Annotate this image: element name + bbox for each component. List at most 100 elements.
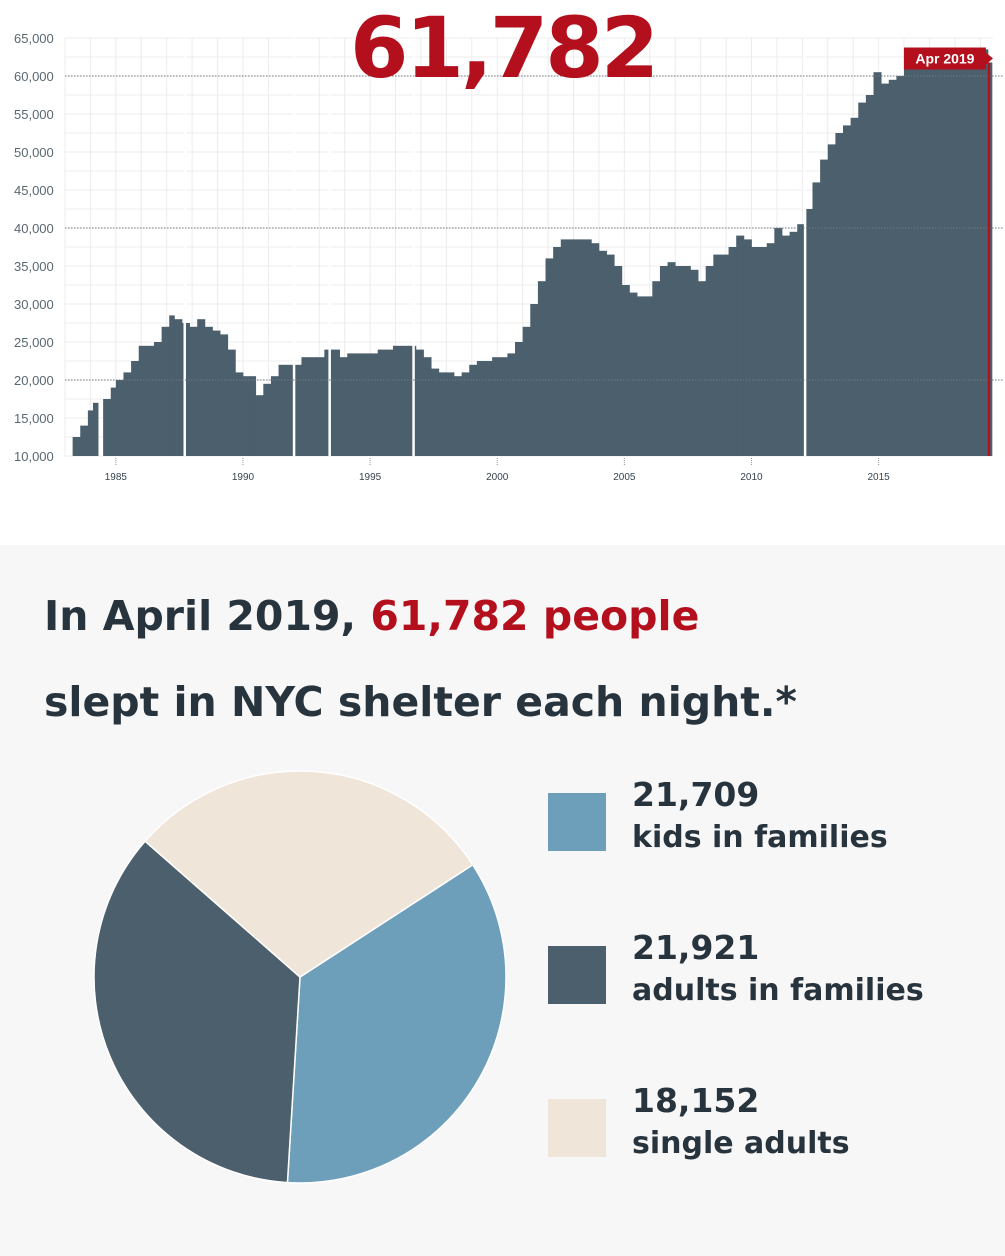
area-step	[499, 357, 508, 456]
area-step	[659, 266, 668, 456]
area-step	[220, 334, 229, 456]
area-step	[431, 368, 440, 456]
legend-value-kids: 21,709	[632, 775, 760, 814]
data-gap	[183, 38, 186, 456]
legend-value-adults-families: 21,921	[632, 928, 760, 967]
area-step	[408, 345, 417, 456]
area-step	[614, 266, 623, 456]
x-tick-label: 1985	[105, 472, 128, 483]
area-step	[820, 159, 829, 456]
area-step	[469, 364, 478, 456]
area-step	[606, 254, 615, 456]
area-step	[131, 361, 140, 456]
area-step	[270, 376, 279, 456]
area-step	[385, 349, 394, 456]
area-step	[896, 76, 905, 456]
area-step	[545, 258, 554, 456]
bottom-panel: In April 2019, 61,782 people slept in NYC…	[0, 545, 1005, 1256]
area-step	[728, 247, 737, 456]
area-step	[873, 72, 882, 456]
area-step	[339, 357, 348, 456]
big-number-title: 61,782	[350, 0, 659, 97]
legend-label-single-adults: single adults	[632, 1126, 850, 1161]
area-step	[682, 266, 691, 456]
area-step	[667, 262, 676, 456]
area-step	[146, 345, 155, 456]
pie-chart	[93, 770, 507, 1184]
x-tick-label: 2015	[867, 472, 890, 483]
y-tick-label: 50,000	[14, 145, 54, 160]
area-step	[316, 357, 325, 456]
area-step	[347, 353, 356, 456]
area-step	[123, 372, 132, 456]
area-step	[138, 345, 147, 456]
area-layer	[72, 38, 993, 457]
area-step	[926, 60, 935, 457]
area-step	[537, 281, 546, 456]
area-step	[675, 266, 684, 456]
area-step	[174, 319, 183, 456]
area-step	[911, 68, 920, 457]
area-step	[255, 395, 264, 456]
annotation-box	[903, 47, 986, 70]
x-tick-label: 1990	[232, 472, 255, 483]
legend-swatch-kids	[548, 793, 606, 851]
area-step	[212, 330, 221, 456]
area-step	[103, 399, 112, 456]
data-gap	[328, 38, 331, 456]
area-step	[278, 364, 287, 456]
area-step	[980, 49, 989, 457]
area-step	[400, 345, 409, 456]
area-step	[392, 345, 402, 456]
area-step	[354, 353, 363, 456]
area-step	[560, 239, 569, 456]
y-tick-label: 60,000	[14, 69, 54, 84]
area-step	[576, 239, 585, 456]
area-step	[797, 224, 806, 456]
y-tick-label: 15,000	[14, 411, 54, 426]
area-step	[87, 410, 94, 456]
area-step	[919, 68, 928, 457]
area-step	[453, 376, 463, 456]
area-step	[637, 296, 646, 456]
y-tick-label: 25,000	[14, 335, 54, 350]
area-step	[461, 372, 470, 456]
area-step	[197, 319, 206, 456]
area-step	[865, 95, 874, 456]
pie-slice-kids	[286, 863, 507, 1184]
area-step	[591, 243, 600, 456]
legend-swatch-adults-families	[548, 946, 606, 1004]
area-step	[331, 349, 340, 456]
area-step	[781, 235, 791, 456]
area-step	[629, 292, 638, 456]
y-tick-label: 65,000	[14, 31, 54, 46]
x-tick-label: 2000	[486, 472, 509, 483]
headline-part2: slept in NYC shelter each night.*	[44, 678, 797, 726]
area-step	[736, 235, 745, 456]
area-step	[438, 372, 447, 456]
area-step	[476, 361, 485, 456]
area-step	[293, 364, 302, 456]
area-step	[949, 53, 958, 456]
y-tick-label: 35,000	[14, 259, 54, 274]
area-step	[598, 250, 607, 456]
data-gap	[412, 38, 415, 456]
legend-label-adults-families: adults in families	[632, 973, 924, 1008]
area-step	[690, 269, 699, 456]
axis-layer: 10,000 15,000 20,000 25,000 30,000 35,000 40,0…	[14, 31, 890, 483]
area-step	[72, 437, 81, 456]
area-step	[705, 266, 714, 456]
area-step	[227, 349, 236, 456]
pie-slice-adults-families	[93, 840, 301, 1184]
area-step	[972, 49, 981, 457]
area-step	[242, 376, 251, 456]
area-step	[235, 372, 244, 456]
pie-slice-single-adults	[144, 770, 474, 978]
legend-label-kids: kids in families	[632, 820, 888, 855]
y-tick-label: 10,000	[14, 449, 54, 464]
y-tick-label: 30,000	[14, 297, 54, 312]
area-step	[80, 425, 89, 456]
headline-highlight: 61,782 people	[370, 592, 700, 640]
area-step	[301, 357, 310, 456]
area-step	[652, 281, 661, 456]
